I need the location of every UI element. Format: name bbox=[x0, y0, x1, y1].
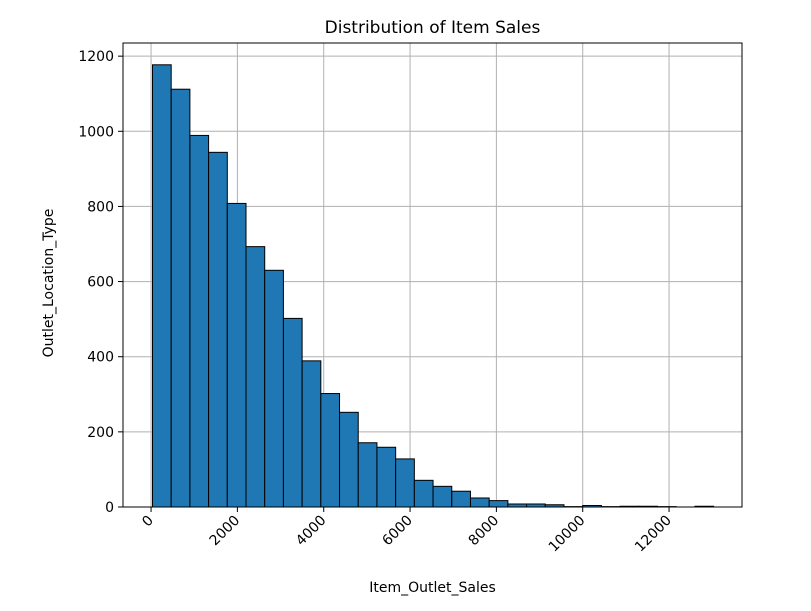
y-tick-label-1: 200 bbox=[87, 425, 114, 441]
histogram-bar-6 bbox=[264, 269, 284, 508]
x-axis-title: Item_Outlet_Sales bbox=[369, 580, 496, 596]
histogram-bar-13 bbox=[395, 458, 415, 508]
histogram-bar-2 bbox=[189, 134, 210, 508]
histogram-bar-3 bbox=[208, 151, 228, 508]
x-tick-label-1: 2000 bbox=[207, 513, 244, 550]
histogram-bar-17 bbox=[469, 497, 490, 508]
x-tick-label-0: 0 bbox=[139, 513, 157, 531]
histogram-bar-1 bbox=[170, 88, 191, 508]
x-tick-label-5: 10000 bbox=[546, 513, 589, 556]
histogram-bar-18 bbox=[488, 500, 509, 508]
chart-title: Distribution of Item Sales bbox=[325, 18, 541, 38]
y-tick-label-6: 1200 bbox=[78, 49, 114, 65]
x-tick-label-2: 4000 bbox=[293, 513, 330, 550]
histogram-bar-14 bbox=[413, 479, 434, 508]
y-tick-label-4: 800 bbox=[87, 199, 114, 215]
histogram-bar-5 bbox=[245, 246, 266, 508]
histogram-bar-15 bbox=[432, 485, 453, 508]
histogram-bar-8 bbox=[301, 360, 322, 508]
plot-frame bbox=[122, 42, 743, 508]
x-tick-label-3: 6000 bbox=[379, 513, 416, 550]
y-tick-label-2: 400 bbox=[87, 350, 114, 366]
histogram-bar-0 bbox=[151, 64, 172, 508]
y-tick-label-5: 1000 bbox=[78, 124, 114, 140]
y-axis-title: Outlet_Location_Type bbox=[41, 209, 57, 358]
histogram-bar-9 bbox=[320, 393, 341, 508]
histogram-bar-16 bbox=[451, 490, 471, 508]
histogram-bar-11 bbox=[357, 442, 378, 508]
x-tick-label-6: 12000 bbox=[632, 513, 675, 556]
y-tick-label-0: 0 bbox=[105, 500, 114, 516]
histogram-bar-7 bbox=[282, 317, 303, 508]
histogram-bar-12 bbox=[376, 446, 397, 508]
histogram-bar-4 bbox=[226, 202, 247, 508]
y-tick-label-3: 600 bbox=[87, 275, 114, 291]
x-tick-label-4: 8000 bbox=[466, 513, 503, 550]
histogram-bar-10 bbox=[339, 411, 359, 508]
